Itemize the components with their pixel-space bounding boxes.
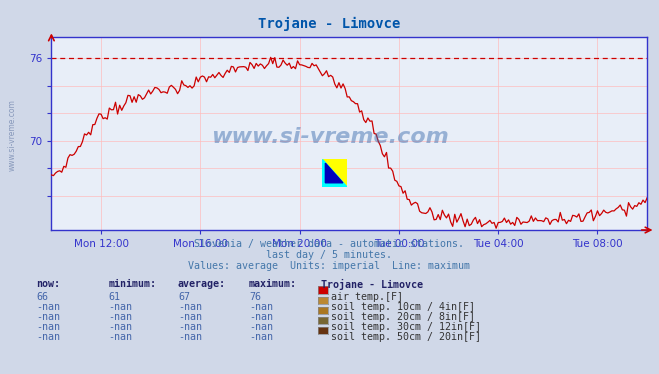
Text: 66: 66 [36, 292, 48, 302]
Text: last day / 5 minutes.: last day / 5 minutes. [266, 250, 393, 260]
Text: www.si-vreme.com: www.si-vreme.com [7, 99, 16, 171]
Text: maximum:: maximum: [249, 279, 297, 289]
Polygon shape [326, 163, 343, 183]
Text: -nan: -nan [109, 322, 132, 332]
Text: -nan: -nan [36, 312, 60, 322]
Text: -nan: -nan [36, 332, 60, 342]
Text: -nan: -nan [109, 302, 132, 312]
Text: 61: 61 [109, 292, 121, 302]
Text: -nan: -nan [249, 322, 273, 332]
Text: -nan: -nan [109, 312, 132, 322]
Text: -nan: -nan [36, 302, 60, 312]
Text: Values: average  Units: imperial  Line: maximum: Values: average Units: imperial Line: ma… [188, 261, 471, 271]
Polygon shape [322, 159, 347, 187]
Text: www.si-vreme.com: www.si-vreme.com [211, 126, 448, 147]
Text: -nan: -nan [36, 322, 60, 332]
Text: minimum:: minimum: [109, 279, 157, 289]
Text: average:: average: [178, 279, 226, 289]
Text: Trojane - Limovce: Trojane - Limovce [321, 279, 423, 289]
Text: soil temp. 50cm / 20in[F]: soil temp. 50cm / 20in[F] [331, 332, 482, 342]
Text: -nan: -nan [249, 302, 273, 312]
Text: -nan: -nan [178, 332, 202, 342]
Text: soil temp. 30cm / 12in[F]: soil temp. 30cm / 12in[F] [331, 322, 482, 332]
Text: now:: now: [36, 279, 60, 289]
Text: -nan: -nan [109, 332, 132, 342]
Text: Slovenia / weather data - automatic stations.: Slovenia / weather data - automatic stat… [194, 239, 465, 249]
Text: air temp.[F]: air temp.[F] [331, 292, 403, 302]
Text: 67: 67 [178, 292, 190, 302]
Text: 76: 76 [249, 292, 261, 302]
Text: -nan: -nan [249, 312, 273, 322]
Text: -nan: -nan [249, 332, 273, 342]
Text: soil temp. 20cm / 8in[F]: soil temp. 20cm / 8in[F] [331, 312, 476, 322]
Polygon shape [322, 159, 347, 187]
Text: -nan: -nan [178, 322, 202, 332]
Text: -nan: -nan [178, 312, 202, 322]
Text: Trojane - Limovce: Trojane - Limovce [258, 17, 401, 31]
Text: soil temp. 10cm / 4in[F]: soil temp. 10cm / 4in[F] [331, 302, 476, 312]
Text: -nan: -nan [178, 302, 202, 312]
